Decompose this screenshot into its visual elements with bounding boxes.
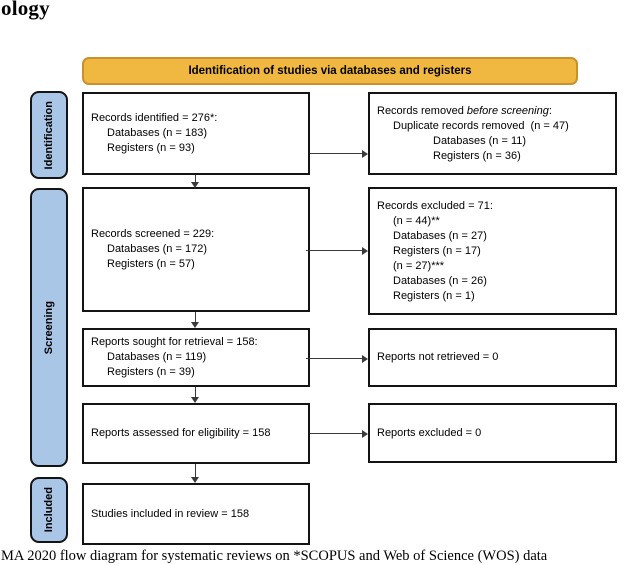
records-removed-duplicates: Duplicate records removed (n = 47) <box>393 119 569 132</box>
arrowhead-screened-to-sought <box>191 322 199 328</box>
arrow-identified-to-screened <box>195 175 196 183</box>
arrowhead-identified-to-screened <box>191 182 199 188</box>
arrow-screened-to-sought <box>195 312 196 323</box>
stage-identification-label: Identification <box>43 100 55 170</box>
stage-screening-label: Screening <box>43 300 55 355</box>
stage-included-label: Included <box>43 487 55 533</box>
banner: Identification of studies via databases … <box>82 57 578 85</box>
records-removed-title: Records removed before screening: <box>377 104 552 117</box>
records-excluded-group1-registers: Registers (n = 17) <box>393 244 481 257</box>
arrow-sought-to-not-retrieved <box>306 358 362 359</box>
records-excluded-group1: (n = 44)** <box>393 214 440 227</box>
arrow-sought-to-assessed <box>195 387 196 398</box>
stage-included: Included <box>30 477 68 543</box>
reports-assessed-title: Reports assessed for eligibility = 158 <box>91 427 271 439</box>
records-screened-databases: Databases (n = 172) <box>107 243 207 255</box>
records-removed-emphasis: before screening <box>466 104 549 117</box>
box-studies-included: Studies included in review = 158 <box>82 483 310 545</box>
box-reports-sought: Reports sought for retrieval = 158: Data… <box>82 328 310 387</box>
arrowhead-identified-to-removed <box>362 150 368 158</box>
banner-label: Identification of studies via databases … <box>188 65 472 77</box>
box-reports-not-retrieved: Reports not retrieved = 0 <box>368 328 617 387</box>
figure-caption: MA 2020 flow diagram for systematic revi… <box>1 548 548 564</box>
box-records-screened: Records screened = 229: Databases (n = 1… <box>82 187 310 312</box>
reports-sought-registers: Registers (n = 39) <box>107 366 195 378</box>
reports-sought-databases: Databases (n = 119) <box>107 351 207 363</box>
reports-excluded-title: Reports excluded = 0 <box>377 426 482 439</box>
arrowhead-assessed-to-excluded <box>362 430 368 438</box>
records-screened-title: Records screened = 229: <box>91 228 215 240</box>
box-records-removed: Records removed before screening: Duplic… <box>368 92 617 175</box>
page-title: ology <box>1 0 50 20</box>
records-identified-databases: Databases (n = 183) <box>107 127 207 139</box>
records-screened-registers: Registers (n = 57) <box>107 258 195 270</box>
records-identified-title: Records identified = 276*: <box>91 112 218 124</box>
arrowhead-sought-to-not-retrieved <box>362 355 368 363</box>
records-excluded-group2-databases: Databases (n = 26) <box>393 274 487 287</box>
box-reports-assessed: Reports assessed for eligibility = 158 <box>82 403 310 464</box>
stage-screening: Screening <box>30 188 68 467</box>
box-records-excluded: Records excluded = 71: (n = 44)** Databa… <box>368 187 617 315</box>
records-identified-registers: Registers (n = 93) <box>107 142 195 154</box>
arrow-screened-to-excluded <box>306 250 362 251</box>
reports-not-retrieved-title: Reports not retrieved = 0 <box>377 351 499 363</box>
arrow-assessed-to-excluded <box>310 433 362 434</box>
records-excluded-group1-databases: Databases (n = 27) <box>393 229 487 242</box>
box-reports-excluded: Reports excluded = 0 <box>368 403 617 463</box>
records-removed-registers: Registers (n = 36) <box>433 149 521 162</box>
studies-included-title: Studies included in review = 158 <box>91 507 250 520</box>
records-excluded-group2-registers: Registers (n = 1) <box>393 289 475 302</box>
arrowhead-sought-to-assessed <box>191 397 199 403</box>
records-removed-databases: Databases (n = 11) <box>433 134 527 147</box>
box-records-identified: Records identified = 276*: Databases (n … <box>82 92 310 175</box>
arrowhead-assessed-to-included <box>191 477 199 483</box>
arrow-assessed-to-included <box>195 464 196 478</box>
arrow-identified-to-removed <box>310 153 362 154</box>
arrowhead-screened-to-excluded <box>362 247 368 255</box>
reports-sought-title: Reports sought for retrieval = 158: <box>91 336 258 348</box>
records-excluded-group2: (n = 27)*** <box>393 259 445 272</box>
stage-identification: Identification <box>30 91 68 179</box>
records-excluded-title: Records excluded = 71: <box>377 199 493 212</box>
